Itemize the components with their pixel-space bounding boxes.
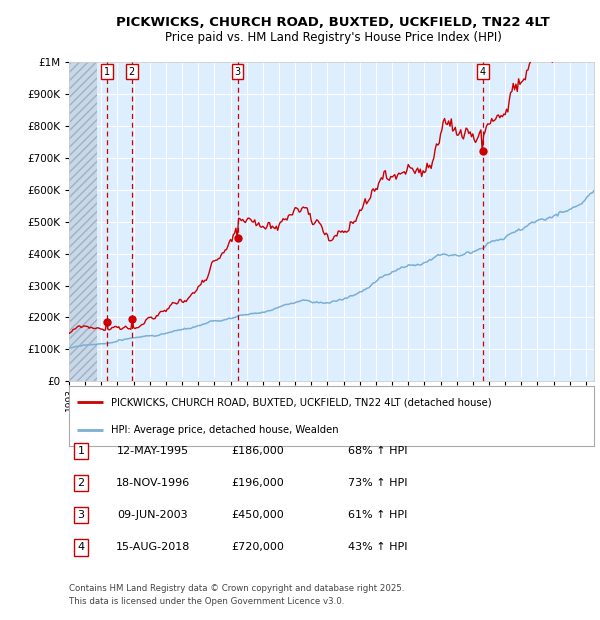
Text: 2: 2 (77, 478, 85, 488)
Text: 43% ↑ HPI: 43% ↑ HPI (348, 542, 408, 552)
Text: 15-AUG-2018: 15-AUG-2018 (116, 542, 190, 552)
Text: £720,000: £720,000 (232, 542, 284, 552)
Text: HPI: Average price, detached house, Wealden: HPI: Average price, detached house, Weal… (111, 425, 338, 435)
Text: Price paid vs. HM Land Registry's House Price Index (HPI): Price paid vs. HM Land Registry's House … (164, 31, 502, 43)
Bar (69, 62, 97, 381)
Text: 4: 4 (480, 66, 486, 77)
Text: 12-MAY-1995: 12-MAY-1995 (117, 446, 189, 456)
Text: £186,000: £186,000 (232, 446, 284, 456)
Text: PICKWICKS, CHURCH ROAD, BUXTED, UCKFIELD, TN22 4LT (detached house): PICKWICKS, CHURCH ROAD, BUXTED, UCKFIELD… (111, 397, 491, 407)
Text: 2: 2 (128, 66, 135, 77)
Text: 68% ↑ HPI: 68% ↑ HPI (348, 446, 408, 456)
Text: 73% ↑ HPI: 73% ↑ HPI (348, 478, 408, 488)
Text: 3: 3 (235, 66, 241, 77)
Text: 1: 1 (104, 66, 110, 77)
Text: £450,000: £450,000 (232, 510, 284, 520)
Text: 09-JUN-2003: 09-JUN-2003 (118, 510, 188, 520)
Text: 4: 4 (77, 542, 85, 552)
Text: 1: 1 (77, 446, 85, 456)
Text: Contains HM Land Registry data © Crown copyright and database right 2025.
This d: Contains HM Land Registry data © Crown c… (69, 584, 404, 606)
Text: 3: 3 (77, 510, 85, 520)
Text: 61% ↑ HPI: 61% ↑ HPI (349, 510, 407, 520)
Text: 18-NOV-1996: 18-NOV-1996 (116, 478, 190, 488)
Text: £196,000: £196,000 (232, 478, 284, 488)
Text: PICKWICKS, CHURCH ROAD, BUXTED, UCKFIELD, TN22 4LT: PICKWICKS, CHURCH ROAD, BUXTED, UCKFIELD… (116, 16, 550, 29)
